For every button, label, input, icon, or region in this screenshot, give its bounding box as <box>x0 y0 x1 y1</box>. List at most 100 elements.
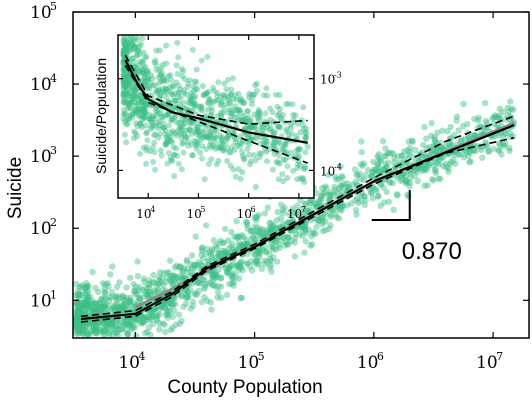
scatter-point <box>228 113 235 120</box>
scatter-point <box>253 261 261 268</box>
scatter-point <box>239 153 246 159</box>
scatter-point <box>249 136 256 143</box>
scatter-point <box>84 294 92 301</box>
scatter-point <box>290 112 297 118</box>
scatter-point <box>189 298 196 305</box>
scatter-point <box>299 223 306 230</box>
scatter-point <box>251 214 258 221</box>
scatter-point <box>232 107 239 113</box>
scatter-point <box>382 161 389 168</box>
scatter-point <box>252 82 259 89</box>
scatter-point <box>159 320 166 327</box>
scatter-point <box>151 59 158 66</box>
scatter-point <box>361 193 368 200</box>
scatter-point <box>73 292 80 299</box>
scatter-point <box>123 98 130 105</box>
scatter-point <box>253 217 260 224</box>
scatter-point <box>302 165 309 172</box>
scatter-point <box>142 64 149 71</box>
scatter-point <box>146 112 153 119</box>
scatter-point <box>175 89 182 96</box>
scatter-point <box>412 146 419 154</box>
scatter-point <box>105 283 112 290</box>
scatter-point <box>423 135 430 142</box>
scatter-point <box>80 298 88 305</box>
scatter-point <box>163 134 170 141</box>
scatter-point <box>222 262 229 269</box>
scatter-point <box>215 240 223 247</box>
scatter-point <box>180 149 187 156</box>
scatter-point <box>143 160 149 167</box>
scatter-point <box>280 156 287 163</box>
scatter-point <box>141 114 148 121</box>
scatter-point <box>126 104 133 111</box>
x-tick-label: 10 <box>186 207 201 221</box>
scatter-point <box>344 202 351 209</box>
scatter-point <box>131 324 138 331</box>
scatter-point <box>429 176 436 183</box>
scatter-point <box>170 144 177 151</box>
scatter-point <box>425 161 432 168</box>
scatter-point <box>300 165 307 172</box>
scatter-point <box>132 86 139 92</box>
scatter-point <box>274 123 281 130</box>
scatter-point <box>228 243 235 251</box>
y-tick-label: 10 <box>30 75 52 95</box>
scatter-point <box>335 215 343 222</box>
scatter-point <box>149 144 156 151</box>
scatter-point <box>274 112 281 119</box>
scatter-point <box>270 254 277 261</box>
scatter-point <box>155 280 162 287</box>
scatter-point <box>218 112 224 119</box>
scatter-point <box>502 130 509 137</box>
scatter-point <box>398 173 406 181</box>
scatter-point <box>276 138 282 145</box>
scatter-point <box>321 189 328 197</box>
scatter-point <box>165 122 172 129</box>
scatter-point <box>160 124 167 131</box>
scatter-point <box>126 298 134 306</box>
scatter-point <box>186 77 193 84</box>
scatter-point <box>99 320 107 328</box>
scatter-point <box>139 69 146 76</box>
scatter-point <box>276 92 283 99</box>
scatter-point <box>179 268 186 275</box>
scatter-point <box>289 208 296 215</box>
scatter-point <box>270 222 277 229</box>
scatter-point <box>120 71 127 77</box>
scatter-point <box>125 101 132 108</box>
scatter-point <box>212 274 219 281</box>
scatter-point <box>382 152 389 160</box>
scatter-point <box>137 150 144 157</box>
scatter-point <box>173 132 180 139</box>
scatter-point <box>163 139 170 146</box>
scatter-point <box>152 166 159 173</box>
scatter-point <box>264 138 271 145</box>
scatter-point <box>226 264 233 271</box>
scatter-point <box>242 116 249 123</box>
scatter-point <box>121 95 128 102</box>
scatter-point <box>301 222 309 229</box>
scatter-point <box>178 119 185 126</box>
scatter-point <box>201 133 208 140</box>
scatter-point <box>312 230 319 237</box>
scatter-point <box>190 83 197 90</box>
scatter-point <box>231 233 238 240</box>
scatter-point <box>121 67 128 74</box>
scatter-point <box>338 173 346 180</box>
scatter-point <box>149 313 156 320</box>
scatter-point <box>175 160 182 167</box>
scatter-point <box>106 321 113 328</box>
scatter-point <box>123 48 130 55</box>
scatter-point <box>120 67 127 73</box>
scatter-point <box>432 158 439 165</box>
scatter-point <box>375 151 383 158</box>
scatter-point <box>148 118 154 125</box>
scatter-point <box>81 284 89 292</box>
scatter-point <box>207 250 214 258</box>
scatter-point <box>327 213 334 220</box>
scatter-point <box>490 145 497 152</box>
scatter-point <box>143 130 150 137</box>
scatter-point <box>246 263 254 270</box>
scatter-point <box>101 327 108 334</box>
